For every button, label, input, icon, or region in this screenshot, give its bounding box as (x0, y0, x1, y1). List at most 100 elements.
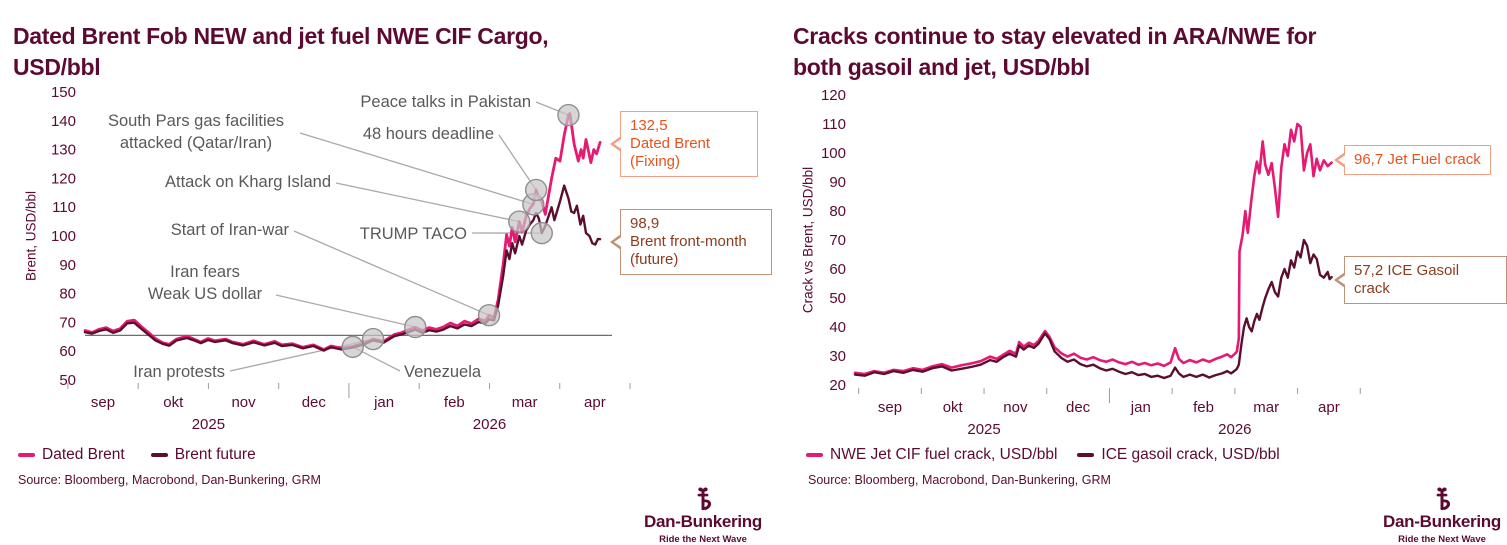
svg-text:attacked (Qatar/Iran): attacked (Qatar/Iran) (120, 134, 272, 152)
chart-title: Dated Brent Fob NEW and jet fuel NWE CIF… (13, 23, 549, 80)
svg-text:130: 130 (51, 142, 76, 159)
callout-ice-gasoil-crack: 57,2 ICE Gasoil crack (1334, 256, 1507, 304)
svg-text:dec: dec (302, 394, 327, 411)
x-axis-year-labels: 2025 2026 (967, 421, 1251, 438)
x-axis-year-labels: 2025 2026 (192, 416, 506, 433)
legend-label: NWE Jet CIF fuel crack, USD/bbl (830, 446, 1058, 463)
svg-text:150: 150 (51, 84, 76, 101)
svg-text:2025: 2025 (192, 416, 225, 433)
legend: Dated Brent Brent future (18, 446, 256, 464)
svg-text:nov: nov (231, 394, 256, 411)
y-axis-tick-labels: 20 30 40 50 60 70 80 90 100 110 120 (821, 87, 846, 394)
svg-text:jan: jan (373, 394, 394, 411)
svg-text:100: 100 (821, 145, 846, 162)
x-axis-ticks (858, 388, 1361, 403)
y-axis-label: Brent, USD/bbl (23, 190, 39, 282)
svg-text:70: 70 (829, 232, 846, 249)
legend-label: ICE gasoil crack, USD/bbl (1101, 446, 1280, 463)
callout-jet-fuel-crack: 96,7 Jet Fuel crack (1334, 145, 1491, 175)
series-line-1 (853, 238, 1333, 380)
svg-text:Venezuela: Venezuela (404, 363, 482, 381)
logo-tagline: Ride the Next Wave (659, 533, 747, 545)
dated-brent-line-swatch (18, 453, 35, 457)
svg-text:50: 50 (59, 372, 76, 389)
dan-bunkering-logo-icon (1436, 487, 1451, 511)
svg-text:apr: apr (584, 394, 606, 411)
logo-name: Dan-Bunkering (1383, 512, 1501, 531)
chart-title: Cracks continue to stay elevated in ARA/… (793, 23, 1317, 80)
svg-text:80: 80 (59, 286, 76, 303)
svg-text:Attack on Kharg Island: Attack on Kharg Island (165, 173, 331, 191)
svg-text:mar: mar (512, 394, 538, 411)
legend-item-brent-future: Brent future (150, 446, 256, 464)
legend-label: Dated Brent (42, 446, 125, 463)
svg-text:feb: feb (1193, 399, 1214, 416)
callout-dated-brent-fixing: 132,5 Dated Brent (Fixing) (610, 111, 758, 177)
annotation-labels: Peace talks in Pakistan South Pars gas fa… (108, 93, 531, 381)
svg-text:70: 70 (59, 314, 76, 331)
annotation-leader-lines (229, 101, 569, 372)
svg-text:Iran fears: Iran fears (170, 263, 240, 281)
svg-text:110: 110 (822, 116, 846, 133)
svg-text:Start of Iran-war: Start of Iran-war (171, 221, 290, 239)
source-text: Source: Bloomberg, Macrobond, Dan-Bunker… (808, 473, 1111, 487)
svg-text:2025: 2025 (967, 421, 1000, 438)
svg-text:40: 40 (829, 319, 846, 336)
svg-text:sep: sep (91, 394, 115, 411)
y-axis-tick-labels: 50 60 70 80 90 100 110 120 130 140 150 (51, 84, 76, 389)
svg-text:48 hours deadline: 48 hours deadline (363, 125, 494, 143)
svg-text:120: 120 (821, 87, 846, 104)
svg-text:80: 80 (829, 203, 846, 220)
cracks-chart-card: 20 30 40 50 60 70 80 90 100 110 120 sep okt nov dec jan… (780, 0, 1507, 545)
x-axis-month-labels: sep okt nov dec jan feb mar apr (878, 399, 1340, 416)
dan-bunkering-logo: Dan-Bunkering Ride the Next Wave (618, 486, 788, 545)
dan-bunkering-logo: Dan-Bunkering Ride the Next Wave (1357, 486, 1507, 545)
legend-item-dated-brent: Dated Brent (18, 446, 125, 464)
jet-crack-line-swatch (806, 453, 823, 457)
svg-text:90: 90 (59, 257, 76, 274)
svg-text:jan: jan (1130, 399, 1151, 416)
svg-text:110: 110 (52, 199, 76, 216)
series-line-0 (853, 122, 1333, 376)
brent-price-chart-card: 50 60 70 80 90 100 110 120 130 140 150 sep okt nov dec… (13, 23, 772, 545)
svg-text:100: 100 (51, 228, 76, 245)
gasoil-crack-line-swatch (1077, 453, 1095, 457)
svg-text:60: 60 (829, 261, 846, 278)
svg-text:50: 50 (829, 290, 846, 307)
brent-price-plot: 50 60 70 80 90 100 110 120 130 140 150 sep okt nov dec… (51, 84, 631, 433)
legend-label: Brent future (174, 446, 256, 463)
svg-text:Weak US dollar: Weak US dollar (148, 285, 263, 303)
svg-text:apr: apr (1318, 399, 1340, 416)
svg-text:120: 120 (51, 170, 76, 187)
svg-text:feb: feb (444, 394, 465, 411)
svg-text:60: 60 (59, 343, 76, 360)
svg-text:30: 30 (829, 348, 846, 365)
event-markers (341, 103, 580, 359)
series-line-1 (83, 184, 602, 352)
svg-text:sep: sep (878, 399, 902, 416)
svg-text:mar: mar (1253, 399, 1279, 416)
x-axis-month-labels: sep okt nov dec jan feb mar apr (91, 394, 606, 411)
svg-text:Peace talks in Pakistan: Peace talks in Pakistan (360, 93, 531, 111)
source-text: Source: Bloomberg, Macrobond, Dan-Bunker… (18, 473, 321, 487)
legend: NWE Jet CIF fuel crack, USD/bbl ICE gaso… (806, 446, 1280, 464)
svg-text:140: 140 (51, 113, 76, 130)
svg-text:nov: nov (1003, 399, 1028, 416)
dan-bunkering-logo-icon (697, 487, 712, 511)
svg-text:2026: 2026 (1218, 421, 1251, 438)
legend-item-gasoil-crack: ICE gasoil crack, USD/bbl (1077, 446, 1280, 464)
svg-text:dec: dec (1066, 399, 1091, 416)
svg-text:Iran protests: Iran protests (133, 363, 225, 381)
cracks-plot: 20 30 40 50 60 70 80 90 100 110 120 sep okt nov dec jan… (821, 87, 1361, 438)
brent-future-line-swatch (150, 453, 168, 457)
svg-text:2026: 2026 (473, 416, 506, 433)
logo-tagline: Ride the Next Wave (1398, 533, 1486, 545)
svg-text:South Pars gas facilities: South Pars gas facilities (108, 112, 284, 130)
svg-text:okt: okt (943, 399, 964, 416)
svg-text:TRUMP TACO: TRUMP TACO (360, 225, 467, 243)
y-axis-label: Crack vs Brent, USD/bbl (800, 166, 816, 314)
logo-name: Dan-Bunkering (644, 512, 762, 531)
svg-text:20: 20 (829, 377, 846, 394)
svg-text:90: 90 (829, 174, 846, 191)
